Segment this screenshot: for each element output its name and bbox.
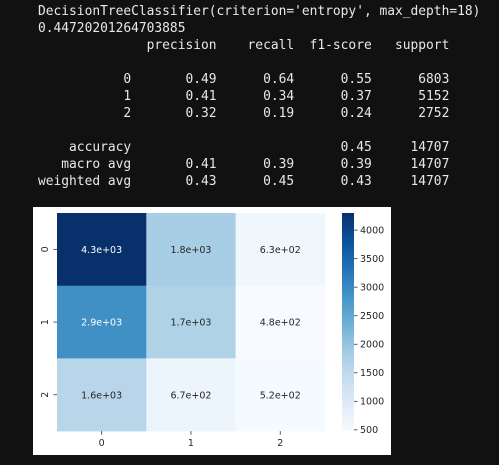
cell-annotation: 4.3e+03 [81,245,122,256]
output-line: DecisionTreeClassifier(criterion='entrop… [38,4,481,19]
output-line: accuracy 0.45 14707 [38,140,450,155]
x-tick-label: 1 [188,438,194,449]
heatmap-cell [57,213,147,286]
cell-annotation: 4.8e+02 [260,318,301,329]
output-line: macro avg 0.41 0.39 0.39 14707 [38,157,450,172]
colorbar-tick-label: 500 [360,425,378,436]
cell-annotation: 1.8e+03 [170,245,211,256]
output-line [38,122,480,139]
cell-annotation: 6.7e+02 [170,390,211,401]
colorbar-tick-label: 1000 [360,397,384,408]
output-line: 0 0.49 0.64 0.55 6803 [38,72,450,87]
y-tick-label: 1 [40,319,51,325]
output-line: 2 0.32 0.19 0.24 2752 [38,106,450,121]
heatmap-cell [146,285,236,359]
heatmap-cell [235,285,326,359]
colorbar-tick-label: 4000 [360,225,384,236]
output-line: precision recall f1-score support [38,38,450,53]
output-line: 1 0.41 0.34 0.37 5152 [38,89,450,104]
heatmap-cell [235,213,326,286]
output-line: 0.44720201264703885 [38,21,186,36]
heatmap-cell [146,358,236,432]
y-tick-label: 0 [40,246,51,252]
cell-annotation: 5.2e+02 [260,390,301,401]
colorbar-tick-label: 1500 [360,368,384,379]
heatmap-cell [57,285,147,359]
x-tick-label: 0 [99,438,105,449]
cell-annotation: 1.7e+03 [170,318,211,329]
output-line: weighted avg 0.43 0.45 0.43 14707 [38,174,450,189]
output-line [38,54,480,71]
colorbar-tick-label: 2500 [360,311,384,322]
cell-annotation: 1.6e+03 [81,390,122,401]
colorbar-tick-label: 2000 [360,340,384,351]
confusion-matrix-heatmap: 4.3e+03 1.8e+03 6.3e+02 2.9e+03 1.7e+03 4.8e+… [40,213,384,449]
colorbar-tick-label: 3500 [360,254,384,265]
y-tick-label: 2 [40,392,51,398]
heatmap-cell [146,213,236,286]
x-tick-label: 2 [277,438,283,449]
colorbar [342,213,354,431]
cell-annotation: 2.9e+03 [81,318,122,329]
heatmap-cell [57,358,147,432]
colorbar-tick-label: 3000 [360,282,384,293]
heatmap-cell [235,358,326,432]
heatmap-figure: 4.3e+03 1.8e+03 6.3e+02 2.9e+03 1.7e+03 4.8e+… [33,207,391,455]
cell-output-text: DecisionTreeClassifier(criterion='entrop… [38,3,480,190]
cell-annotation: 6.3e+02 [260,245,301,256]
